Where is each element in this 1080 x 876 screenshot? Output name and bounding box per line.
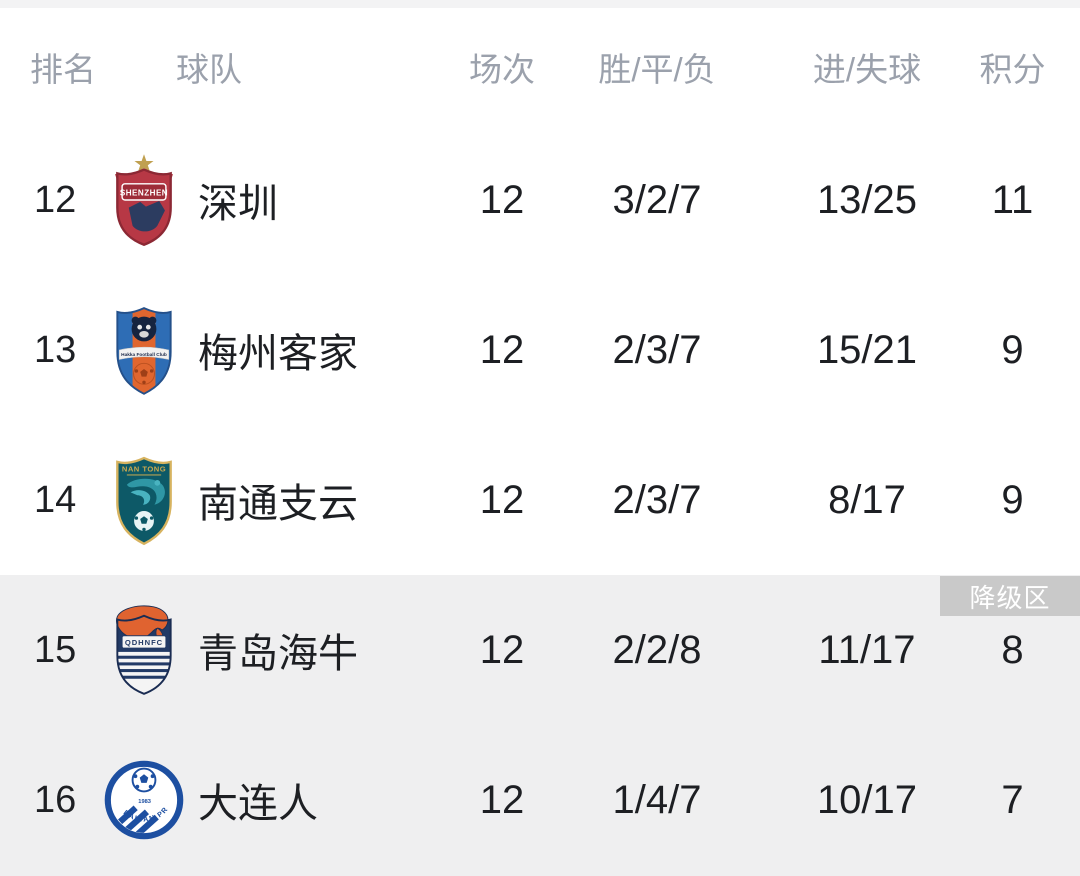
table-row[interactable]: 12 深圳 12 3/2/7 13/25 11	[0, 125, 1080, 275]
goals-for-against-cell: 10/17	[816, 777, 918, 822]
header-rank: 排名	[30, 50, 96, 88]
points-cell: 11	[991, 177, 1034, 222]
win-draw-loss-cell: 2/2/8	[612, 627, 702, 672]
meizhou-crest-icon	[104, 302, 184, 398]
standings-rows: 12 深圳 12 3/2/7 13/25 11 13 梅州客家 12 2/3/7…	[0, 125, 1080, 575]
team-name: 青岛海牛	[198, 632, 358, 676]
matches-cell: 12	[479, 477, 525, 522]
goals-for-against-cell: 13/25	[816, 177, 918, 222]
header-matches: 场次	[469, 50, 535, 88]
team-crest	[104, 452, 184, 548]
table-header-row: 排名 球队 场次 胜/平/负 进/失球 积分	[0, 8, 1080, 125]
team-name: 深圳	[198, 182, 278, 226]
table-row[interactable]: 14 南通支云 12 2/3/7 8/17 9	[0, 425, 1080, 575]
header-goals: 进/失球	[812, 50, 922, 88]
rank-cell: 14	[34, 478, 77, 521]
points-cell: 7	[1001, 777, 1024, 822]
table-row[interactable]: 13 梅州客家 12 2/3/7 15/21 9	[0, 275, 1080, 425]
relegation-zone-rows: 15 青岛海牛 12 2/2/8 11/17 8 16 大连人 12 1/4/7…	[0, 575, 1080, 875]
rank-cell: 13	[34, 328, 77, 371]
table-row[interactable]: 15 青岛海牛 12 2/2/8 11/17 8	[0, 575, 1080, 725]
team-name: 大连人	[198, 782, 318, 826]
rank-cell: 12	[34, 178, 77, 221]
team-name: 梅州客家	[198, 332, 358, 376]
shenzhen-crest-icon	[104, 152, 184, 248]
header-team: 球队	[176, 50, 242, 88]
points-cell: 9	[1001, 327, 1024, 372]
top-strip	[0, 0, 1080, 8]
qingdao-crest-icon	[104, 602, 184, 698]
win-draw-loss-cell: 2/3/7	[612, 327, 702, 372]
win-draw-loss-cell: 3/2/7	[612, 177, 702, 222]
dalian-crest-icon	[104, 760, 184, 840]
team-crest	[104, 302, 184, 398]
table-row[interactable]: 16 大连人 12 1/4/7 10/17 7	[0, 725, 1080, 875]
points-cell: 8	[1001, 627, 1024, 672]
matches-cell: 12	[479, 627, 525, 672]
team-name: 南通支云	[198, 482, 358, 526]
team-crest	[104, 760, 184, 840]
win-draw-loss-cell: 1/4/7	[612, 777, 702, 822]
win-draw-loss-cell: 2/3/7	[612, 477, 702, 522]
goals-for-against-cell: 8/17	[828, 477, 906, 522]
matches-cell: 12	[479, 327, 525, 372]
rank-cell: 16	[34, 778, 77, 821]
matches-cell: 12	[479, 777, 525, 822]
goals-for-against-cell: 15/21	[816, 327, 918, 372]
matches-cell: 12	[479, 177, 525, 222]
nantong-crest-icon	[104, 452, 184, 548]
rank-cell: 15	[34, 628, 77, 671]
relegation-zone-badge: 降级区	[940, 576, 1080, 616]
team-crest	[104, 152, 184, 248]
header-win-draw-loss: 胜/平/负	[598, 50, 716, 88]
team-crest	[104, 602, 184, 698]
relegation-zone: 降级区 15 青岛海牛 12 2/2/8 11/17 8 16 大连人 12 1…	[0, 575, 1080, 876]
points-cell: 9	[1001, 477, 1024, 522]
header-points: 积分	[979, 50, 1046, 88]
goals-for-against-cell: 11/17	[818, 627, 916, 672]
